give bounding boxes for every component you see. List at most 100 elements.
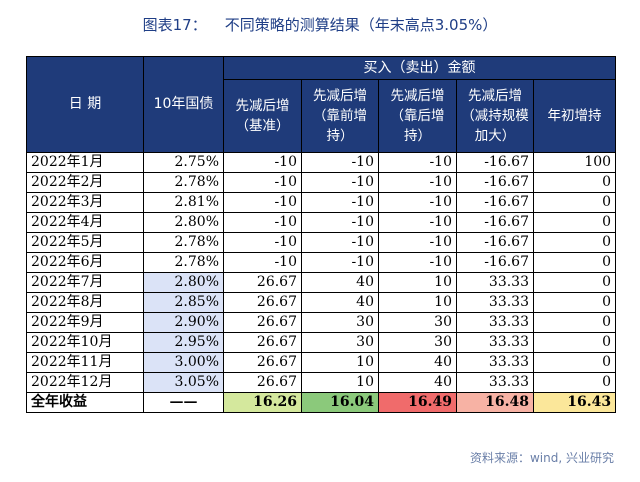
rate-cell: 2.78% xyxy=(143,172,224,193)
amount-cell: 10 xyxy=(301,372,379,393)
amount-cell: -16.67 xyxy=(456,172,534,193)
amount-cell: -10 xyxy=(301,232,379,253)
amount-cell: 33.33 xyxy=(456,292,534,313)
header-rate: 10年国债 xyxy=(143,56,224,153)
table-row: 2022年3月 2.81% -10 -10 -10 -16.67 0 xyxy=(26,192,617,213)
total-label: 全年收益 xyxy=(26,392,144,413)
amount-cell: 33.33 xyxy=(456,372,534,393)
table-body: 2022年1月 2.75% -10 -10 -10 -16.67 100 2022年2月 2.7… xyxy=(26,152,617,413)
date-cell: 2022年9月 xyxy=(26,312,144,333)
amount-cell: 40 xyxy=(301,292,379,313)
total-value: 16.43 xyxy=(532,392,617,413)
amount-cell: 0 xyxy=(532,272,617,293)
amount-cell: 100 xyxy=(532,152,617,173)
rate-cell: 2.78% xyxy=(143,232,224,253)
amount-cell: 33.33 xyxy=(456,312,534,333)
amount-cell: -10 xyxy=(378,212,457,233)
amount-cell: 26.67 xyxy=(223,312,302,333)
table-row: 2022年4月 2.80% -10 -10 -10 -16.67 0 xyxy=(26,212,617,233)
amount-cell: 30 xyxy=(301,332,379,353)
amount-cell: 40 xyxy=(301,272,379,293)
amount-cell: -10 xyxy=(301,192,379,213)
table-row: 2022年1月 2.75% -10 -10 -10 -16.67 100 xyxy=(26,152,617,173)
rate-cell: 2.80% xyxy=(143,272,224,293)
amount-cell: 26.67 xyxy=(223,372,302,393)
amount-cell: -16.67 xyxy=(456,192,534,213)
date-cell: 2022年5月 xyxy=(26,232,144,253)
header-col-1: 先减后增（基准） xyxy=(223,79,302,153)
table-row: 2022年7月 2.80% 26.67 40 10 33.33 0 xyxy=(26,272,617,293)
amount-cell: -10 xyxy=(378,152,457,173)
rate-cell: 2.85% xyxy=(143,292,224,313)
amount-cell: 0 xyxy=(532,292,617,313)
amount-cell: 30 xyxy=(301,312,379,333)
total-value: 16.04 xyxy=(301,392,379,413)
rate-cell: 3.05% xyxy=(143,372,224,393)
header-col-3: 先减后增（靠后增持） xyxy=(378,79,457,153)
amount-cell: 10 xyxy=(301,352,379,373)
table-row: 2022年10月 2.95% 26.67 30 30 33.33 0 xyxy=(26,332,617,353)
rate-cell: 2.81% xyxy=(143,192,224,213)
amount-cell: 0 xyxy=(532,352,617,373)
amount-cell: 0 xyxy=(532,252,617,273)
amount-cell: -16.67 xyxy=(456,252,534,273)
table-row: 2022年12月 3.05% 26.67 10 40 33.33 0 xyxy=(26,372,617,393)
amount-cell: 0 xyxy=(532,232,617,253)
rate-cell: 3.00% xyxy=(143,352,224,373)
amount-cell: -10 xyxy=(301,172,379,193)
amount-cell: 10 xyxy=(378,272,457,293)
amount-cell: -10 xyxy=(378,172,457,193)
amount-cell: 26.67 xyxy=(223,352,302,373)
amount-cell: -10 xyxy=(223,212,302,233)
amount-cell: -10 xyxy=(223,152,302,173)
chart-title: 图表17： 不同策略的测算结果（年末高点3.05%） xyxy=(0,14,640,35)
total-value: 16.48 xyxy=(456,392,534,413)
table-header: 日 期 10年国债 买入（卖出）金额 先减后增（基准） 先减后增（靠前增持） 先… xyxy=(26,56,617,153)
total-rate: —— xyxy=(143,392,224,413)
date-cell: 2022年12月 xyxy=(26,372,144,393)
amount-cell: -16.67 xyxy=(456,212,534,233)
date-cell: 2022年4月 xyxy=(26,212,144,233)
amount-cell: 26.67 xyxy=(223,272,302,293)
date-cell: 2022年3月 xyxy=(26,192,144,213)
amount-cell: -10 xyxy=(223,192,302,213)
amount-cell: -10 xyxy=(378,232,457,253)
amount-cell: -16.67 xyxy=(456,152,534,173)
date-cell: 2022年2月 xyxy=(26,172,144,193)
amount-cell: 33.33 xyxy=(456,352,534,373)
total-row: 全年收益 —— 16.26 16.04 16.49 16.48 16.43 xyxy=(26,392,617,413)
rate-cell: 2.95% xyxy=(143,332,224,353)
table-row: 2022年2月 2.78% -10 -10 -10 -16.67 0 xyxy=(26,172,617,193)
rate-cell: 2.90% xyxy=(143,312,224,333)
amount-cell: -16.67 xyxy=(456,232,534,253)
source-note: 资料来源：wind, 兴业研究 xyxy=(469,451,614,465)
amount-cell: 40 xyxy=(378,372,457,393)
amount-cell: 33.33 xyxy=(456,272,534,293)
amount-cell: 30 xyxy=(378,332,457,353)
amount-cell: -10 xyxy=(223,252,302,273)
figure-label: 图表17： xyxy=(142,16,207,34)
rate-cell: 2.78% xyxy=(143,252,224,273)
header-col-5: 年初增持 xyxy=(532,79,617,153)
results-table: 日 期 10年国债 买入（卖出）金额 先减后增（基准） 先减后增（靠前增持） 先… xyxy=(26,56,617,413)
header-col-2: 先减后增（靠前增持） xyxy=(301,79,379,153)
date-cell: 2022年11月 xyxy=(26,352,144,373)
amount-cell: -10 xyxy=(301,152,379,173)
table-row: 2022年9月 2.90% 26.67 30 30 33.33 0 xyxy=(26,312,617,333)
date-cell: 2022年1月 xyxy=(26,152,144,173)
date-cell: 2022年6月 xyxy=(26,252,144,273)
amount-cell: -10 xyxy=(378,192,457,213)
amount-cell: 0 xyxy=(532,172,617,193)
header-date: 日 期 xyxy=(26,56,144,153)
amount-cell: 26.67 xyxy=(223,292,302,313)
table-row: 2022年6月 2.78% -10 -10 -10 -16.67 0 xyxy=(26,252,617,273)
amount-cell: -10 xyxy=(223,172,302,193)
rate-cell: 2.75% xyxy=(143,152,224,173)
figure-title: 不同策略的测算结果（年末高点3.05%） xyxy=(224,16,498,34)
amount-cell: 0 xyxy=(532,192,617,213)
amount-cell: 0 xyxy=(532,312,617,333)
amount-cell: 0 xyxy=(532,332,617,353)
date-cell: 2022年8月 xyxy=(26,292,144,313)
header-col-4: 先减后增（减持规模加大） xyxy=(456,79,534,153)
table-row: 2022年5月 2.78% -10 -10 -10 -16.67 0 xyxy=(26,232,617,253)
